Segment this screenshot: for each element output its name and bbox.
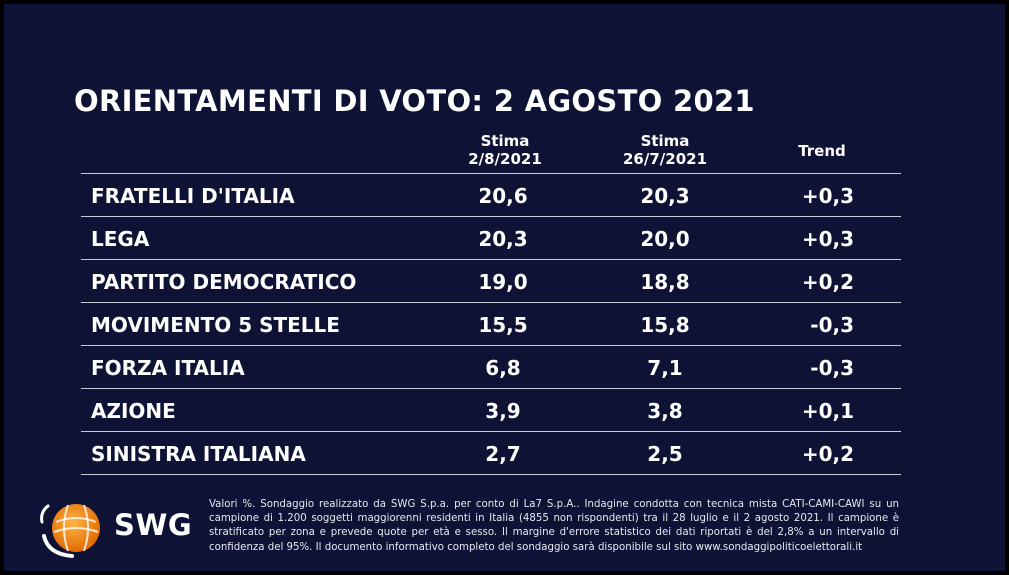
stima-2-8-value: 3,9 <box>485 399 521 423</box>
party-name: FRATELLI D'ITALIA <box>91 184 295 208</box>
stima-2-8-value: 2,7 <box>485 442 521 466</box>
column-header-stima-26-7: Stima 26/7/2021 <box>600 132 730 168</box>
party-name: FORZA ITALIA <box>91 356 245 380</box>
party-name: SINISTRA ITALIANA <box>91 442 306 466</box>
table-top-rule <box>81 173 901 174</box>
table-row: FORZA ITALIA 6,8 7,1 -0,3 <box>81 346 901 389</box>
trend-value: +0,3 <box>801 227 854 251</box>
column-header-line: Stima <box>480 132 530 150</box>
stima-26-7-value: 20,0 <box>640 227 690 251</box>
column-header-line: 26/7/2021 <box>622 150 708 168</box>
stima-26-7-value: 15,8 <box>640 313 690 337</box>
trend-value: +0,2 <box>801 442 854 466</box>
methodology-footnote: Valori %. Sondaggio realizzato da SWG S.… <box>209 499 899 553</box>
party-name: AZIONE <box>91 399 176 423</box>
trend-value: +0,1 <box>801 399 854 423</box>
table-row: SINISTRA ITALIANA 2,7 2,5 +0,2 <box>81 432 901 475</box>
stima-2-8-value: 15,5 <box>478 313 528 337</box>
trend-value: +0,3 <box>801 184 854 208</box>
stima-2-8-value: 6,8 <box>485 356 521 380</box>
column-header-trend: Trend <box>772 142 872 160</box>
stima-2-8-value: 20,3 <box>478 227 528 251</box>
stima-2-8-value: 19,0 <box>478 270 528 294</box>
stima-26-7-value: 18,8 <box>640 270 690 294</box>
trend-value: -0,3 <box>810 313 854 337</box>
party-name: LEGA <box>91 227 150 251</box>
stima-26-7-value: 20,3 <box>640 184 690 208</box>
table-row: PARTITO DEMOCRATICO 19,0 18,8 +0,2 <box>81 260 901 303</box>
stima-26-7-value: 7,1 <box>647 356 683 380</box>
stima-2-8-value: 20,6 <box>478 184 528 208</box>
swg-logo-text: SWG <box>114 508 193 542</box>
swg-globe-logo-icon <box>40 504 100 558</box>
page-title: ORIENTAMENTI DI VOTO: 2 AGOSTO 2021 <box>74 84 755 118</box>
party-name: PARTITO DEMOCRATICO <box>91 270 357 294</box>
column-header-line: Stima <box>640 132 690 150</box>
stima-26-7-value: 3,8 <box>647 399 683 423</box>
party-name: MOVIMENTO 5 STELLE <box>91 313 340 337</box>
stima-26-7-value: 2,5 <box>647 442 683 466</box>
trend-value: +0,2 <box>801 270 854 294</box>
results-table: FRATELLI D'ITALIA 20,6 20,3 +0,3 LEGA 20,3 20,… <box>81 173 901 475</box>
column-header-stima-2-8: Stima 2/8/2021 <box>446 132 564 168</box>
table-row: AZIONE 3,9 3,8 +0,1 <box>81 389 901 432</box>
table-row: FRATELLI D'ITALIA 20,6 20,3 +0,3 <box>81 174 901 217</box>
trend-value: -0,3 <box>810 356 854 380</box>
table-row: MOVIMENTO 5 STELLE 15,5 15,8 -0,3 <box>81 303 901 346</box>
table-row: LEGA 20,3 20,0 +0,3 <box>81 217 901 260</box>
column-header-line: Trend <box>798 142 846 160</box>
column-header-line: 2/8/2021 <box>468 150 542 168</box>
